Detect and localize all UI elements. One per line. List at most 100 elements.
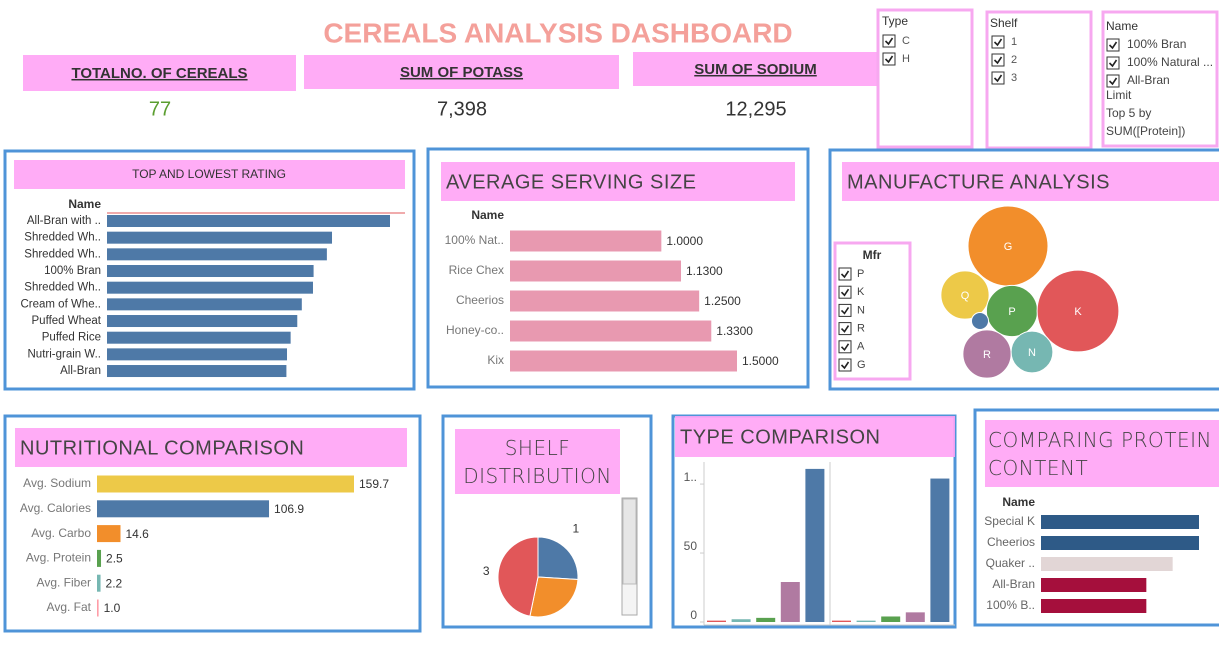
bubble-label: N	[1028, 347, 1036, 359]
header-box	[675, 416, 955, 457]
filter-limit: SUM([Protein])	[1106, 124, 1185, 138]
checkbox	[838, 340, 852, 354]
checkbox	[991, 53, 1005, 67]
bubble	[1010, 330, 1054, 374]
checkbox-box	[838, 322, 852, 336]
category-label: Special K	[984, 514, 1035, 528]
slice-label: 3	[483, 564, 490, 578]
checkbox	[838, 285, 852, 299]
filter-option: H	[902, 53, 910, 65]
checkbox-tick	[1108, 41, 1118, 50]
checkbox-tick	[840, 343, 850, 352]
kpi-label: TOTALNO. OF CEREALS	[71, 65, 247, 82]
category-label: Shredded Wh..	[24, 248, 101, 260]
value-label: 2.2	[106, 576, 123, 590]
bar	[510, 320, 712, 342]
checkbox	[882, 52, 896, 66]
checkbox-box	[882, 34, 896, 48]
header-box	[633, 52, 878, 86]
checkbox-tick	[993, 74, 1003, 83]
filter-title: Type	[882, 14, 908, 28]
header-box	[304, 55, 619, 89]
filter-option: 100% Natural ...	[1127, 55, 1213, 69]
checkbox-tick	[884, 37, 894, 46]
filter-border	[833, 241, 912, 381]
header-box	[14, 160, 405, 189]
bar	[97, 574, 101, 592]
category-label: Cheerios	[987, 535, 1035, 549]
bubble-label: P	[1008, 306, 1015, 318]
filter-title: Mfr	[863, 248, 882, 262]
filter-limit: Top 5 by	[1106, 106, 1151, 120]
value-label: 1.3300	[716, 324, 753, 338]
category-label: 100% Bran	[44, 265, 101, 277]
chart-title: COMPARING PROTEIN CONTENT	[988, 428, 1212, 480]
chart-title: NUTRITIONAL COMPARISON	[20, 437, 304, 459]
category-label: All-Bran	[60, 365, 101, 377]
checkbox-box	[838, 340, 852, 354]
filter-limit: Limit	[1106, 88, 1132, 102]
filter-option: G	[857, 359, 866, 371]
checkbox-box	[991, 53, 1005, 67]
bar	[97, 549, 102, 567]
column	[805, 468, 825, 622]
panel-border	[973, 408, 1219, 627]
column	[856, 620, 876, 622]
category-label: Avg. Fiber	[37, 575, 91, 589]
checkbox	[838, 322, 852, 336]
column	[756, 617, 776, 622]
category-label: All-Bran with ..	[27, 215, 101, 227]
category-label: Nutri-grain W..	[28, 348, 102, 360]
checkbox	[838, 267, 852, 281]
filter-option: 2	[1011, 54, 1017, 66]
category-label: Puffed Rice	[42, 332, 101, 344]
y-tick-label: 0	[690, 608, 697, 622]
pie-slice	[497, 536, 539, 617]
checkbox-box	[1106, 56, 1120, 70]
checkbox	[1106, 74, 1120, 88]
checkbox-box	[1106, 38, 1120, 52]
checkbox	[1106, 38, 1120, 52]
checkbox-tick	[993, 38, 1003, 47]
bar	[97, 525, 121, 543]
pie-slice	[529, 576, 579, 618]
bar	[107, 281, 313, 294]
column	[930, 478, 950, 622]
axis-label: Name	[68, 197, 101, 211]
category-label: All-Bran	[992, 577, 1035, 591]
kpi-value: 77	[149, 98, 171, 120]
bar	[510, 260, 682, 282]
bar	[107, 365, 287, 378]
axis-label: Name	[1002, 495, 1035, 509]
y-tick-label: 1..	[684, 470, 697, 484]
chart-title: TOP AND LOWEST RATING	[132, 167, 286, 181]
filter-option: P	[857, 268, 864, 280]
bar	[1041, 599, 1147, 613]
bar	[1041, 557, 1173, 571]
bar	[107, 348, 288, 361]
bubble-label: G	[1004, 241, 1013, 253]
bar	[107, 265, 314, 278]
filter-title: Shelf	[990, 16, 1018, 30]
filter-title: Name	[1106, 19, 1138, 33]
slice-label: 1	[573, 522, 580, 536]
checkbox-box	[1106, 74, 1120, 88]
bar	[97, 475, 354, 493]
filter-option: All-Bran	[1127, 73, 1170, 87]
filter-border	[1101, 10, 1219, 148]
bubble-label: Q	[961, 290, 970, 302]
checkbox-tick	[840, 270, 850, 279]
value-label: 1.2500	[704, 294, 741, 308]
checkbox-tick	[993, 56, 1003, 65]
checkbox-box	[838, 358, 852, 372]
value-label: 106.9	[274, 502, 304, 516]
checkbox	[882, 34, 896, 48]
header-box	[455, 429, 620, 494]
category-label: 100% B..	[986, 598, 1035, 612]
header-box	[985, 420, 1219, 487]
filter-option: 100% Bran	[1127, 37, 1186, 51]
checkbox	[1106, 56, 1120, 70]
checkbox-box	[838, 303, 852, 317]
checkbox	[991, 71, 1005, 85]
panel-border	[441, 414, 653, 629]
